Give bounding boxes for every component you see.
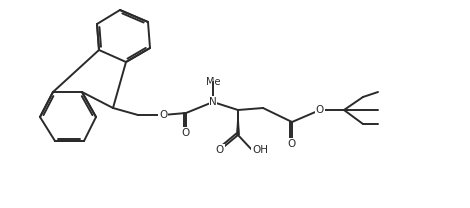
Text: Me: Me [206, 77, 220, 87]
Text: N: N [209, 97, 217, 107]
Text: O: O [316, 105, 324, 115]
Text: O: O [159, 110, 167, 120]
Text: O: O [182, 128, 190, 138]
Polygon shape [236, 110, 240, 135]
Text: OH: OH [252, 145, 268, 155]
Text: O: O [216, 145, 224, 155]
Text: O: O [288, 139, 296, 149]
